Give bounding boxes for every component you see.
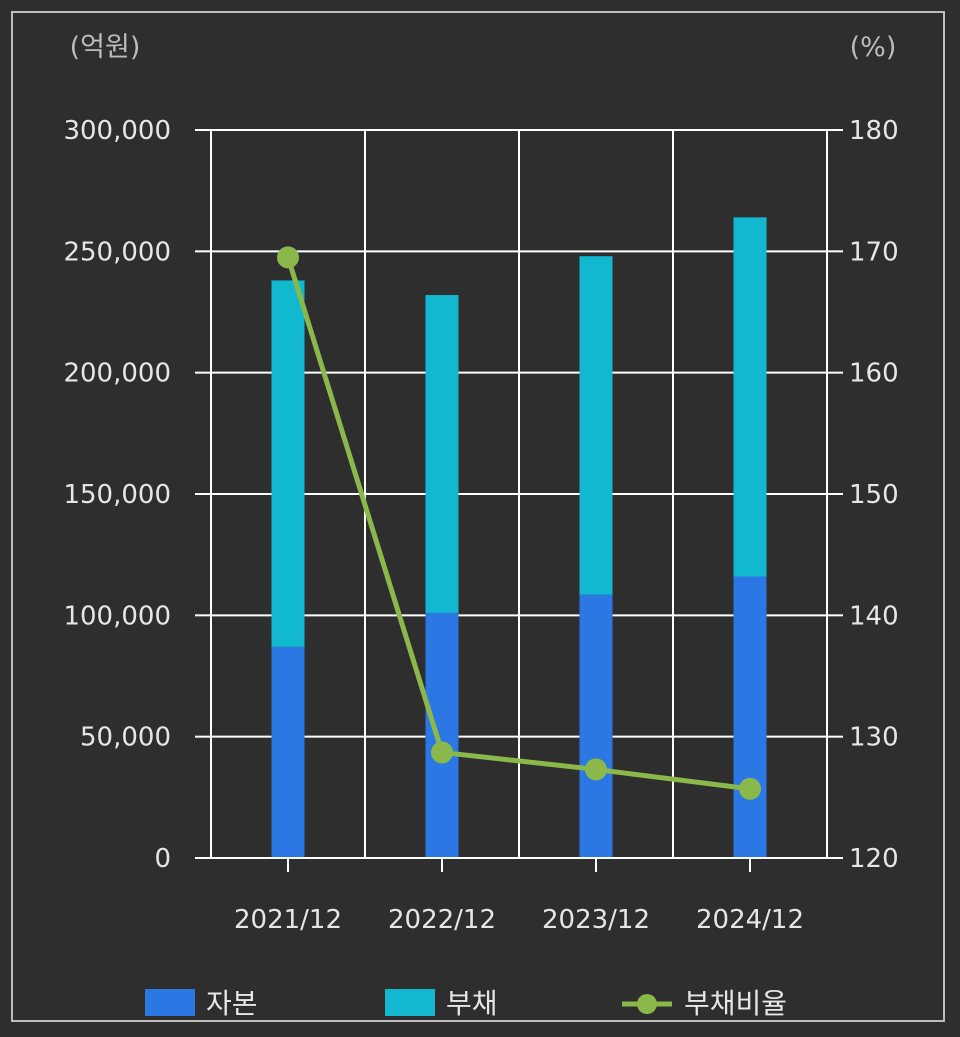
- bar-equity: [579, 594, 613, 858]
- legend-swatch-equity: [145, 989, 195, 1016]
- bar-equity: [733, 576, 767, 858]
- legend-marker-ratio: [637, 994, 657, 1014]
- right-tick-label: 140: [849, 601, 899, 631]
- bar-equity: [271, 646, 305, 858]
- ratio-line: [277, 246, 761, 800]
- labels: (억원) (%) 0 50,000 100,000 150,000 200,000 250…: [63, 32, 898, 935]
- left-tick-label: 100,000: [63, 601, 171, 631]
- bar-equity: [425, 612, 459, 858]
- right-axis-unit-label: (%): [850, 32, 897, 63]
- bar-liabilities: [425, 295, 459, 613]
- x-tick-label: 2022/12: [388, 905, 496, 935]
- ratio-point: [585, 758, 607, 781]
- x-tick-label: 2021/12: [234, 905, 342, 935]
- left-axis-unit-label: (억원): [70, 32, 141, 63]
- left-tick-label: 250,000: [63, 237, 171, 267]
- ratio-point: [431, 741, 453, 764]
- x-tick-label: 2024/12: [696, 905, 804, 935]
- right-tick-label: 160: [849, 359, 899, 389]
- legend-swatch-liabilities: [385, 989, 435, 1016]
- left-tick-label: 0: [154, 844, 171, 874]
- bars: [271, 217, 767, 858]
- bar-liabilities: [579, 256, 613, 595]
- right-tick-label: 170: [849, 237, 899, 267]
- legend-label-liabilities: 부채: [446, 987, 498, 1020]
- ratio-point: [739, 777, 761, 800]
- right-tick-label: 130: [849, 723, 899, 753]
- legend-label-ratio: 부채비율: [684, 987, 787, 1020]
- x-tick-label: 2023/12: [542, 905, 650, 935]
- left-tick-label: 50,000: [80, 723, 171, 753]
- left-tick-label: 200,000: [63, 359, 171, 389]
- left-tick-label: 150,000: [63, 480, 171, 510]
- ratio-polyline: [285, 256, 751, 792]
- chart-frame: [11, 11, 945, 1022]
- legend-label-equity: 자본: [206, 987, 258, 1020]
- right-tick-label: 150: [849, 480, 899, 510]
- axes: [195, 129, 843, 872]
- right-tick-label: 180: [849, 116, 899, 146]
- bar-liabilities: [733, 217, 767, 577]
- bar-liabilities: [271, 280, 305, 647]
- left-tick-label: 300,000: [63, 116, 171, 146]
- ratio-point: [277, 246, 299, 269]
- legend: 자본 부채 부채비율: [145, 987, 787, 1020]
- right-tick-label: 120: [849, 844, 899, 874]
